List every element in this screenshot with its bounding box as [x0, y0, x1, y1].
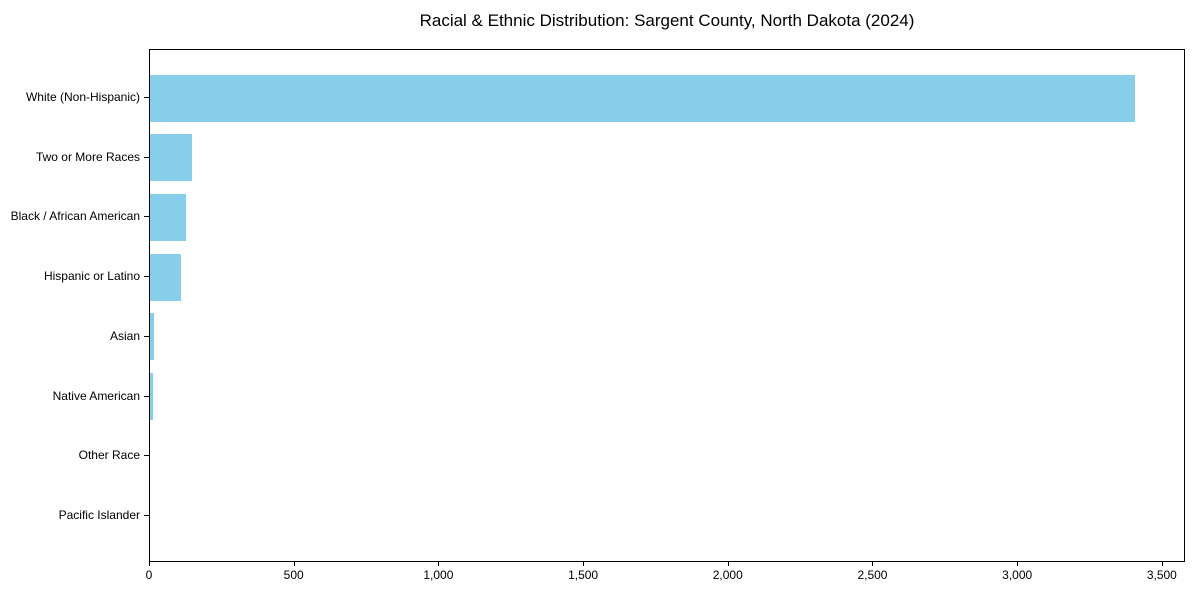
- y-axis-tick-mark: [144, 276, 149, 278]
- x-axis-tick-mark: [1161, 562, 1163, 566]
- y-axis-label: Asian: [109, 328, 140, 343]
- chart-title: Racial & Ethnic Distribution: Sargent Co…: [419, 11, 915, 30]
- y-axis-tick-mark: [144, 395, 149, 397]
- x-axis-tick-label: 3,500: [1146, 568, 1177, 582]
- y-axis-label: Native American: [52, 388, 140, 403]
- x-axis-tick-mark: [438, 562, 440, 566]
- y-axis-tick-mark: [144, 97, 149, 98]
- x-axis-tick-mark: [583, 562, 585, 566]
- y-axis-label: Black / African American: [10, 209, 140, 224]
- y-axis-label: Other Race: [78, 448, 140, 463]
- plot-area: [149, 49, 1185, 562]
- x-axis-tick-label: 2,500: [857, 568, 888, 582]
- y-axis-tick-mark: [144, 455, 149, 457]
- y-axis-label: Two or More Races: [35, 149, 140, 164]
- x-axis-tick-mark: [149, 562, 150, 566]
- y-axis-label: Pacific Islander: [58, 507, 140, 522]
- y-axis-tick-mark: [144, 335, 149, 337]
- bar: [150, 134, 192, 182]
- x-axis-tick-label: 1,500: [568, 568, 599, 582]
- bar: [150, 253, 182, 301]
- x-axis-tick-label: 0: [145, 568, 153, 582]
- x-axis-tick-label: 500: [283, 568, 304, 582]
- x-axis-tick-label: 1,000: [423, 568, 454, 582]
- x-axis-tick-label: 2,000: [712, 568, 743, 582]
- y-axis-tick-mark: [144, 514, 149, 516]
- x-axis-tick-label: 3,000: [1002, 568, 1033, 582]
- bar: [150, 373, 153, 420]
- y-axis-label: White (Non-Hispanic): [25, 90, 140, 104]
- bar: [150, 193, 186, 241]
- x-axis-tick-mark: [1017, 562, 1019, 566]
- y-axis-tick-mark: [144, 216, 149, 218]
- x-axis-tick-mark: [727, 562, 729, 566]
- y-axis-label: Hispanic or Latino: [43, 269, 140, 284]
- bar: [150, 74, 1135, 122]
- y-axis-tick-mark: [144, 156, 149, 158]
- x-axis-tick-mark: [872, 562, 874, 566]
- bar: [150, 313, 155, 361]
- x-axis-tick-mark: [293, 562, 295, 566]
